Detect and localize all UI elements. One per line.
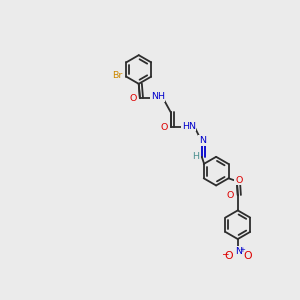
- Text: NH: NH: [151, 92, 165, 101]
- Text: H: H: [192, 152, 199, 161]
- Text: +: +: [239, 247, 245, 253]
- Text: O: O: [225, 251, 233, 261]
- Text: Br: Br: [112, 71, 123, 80]
- Text: O: O: [235, 176, 243, 184]
- Text: N: N: [199, 136, 206, 145]
- Text: O: O: [130, 94, 137, 103]
- Text: O: O: [227, 191, 234, 200]
- Text: N: N: [235, 247, 242, 256]
- Text: HN: HN: [182, 122, 196, 130]
- Text: O: O: [243, 251, 252, 261]
- Text: O: O: [161, 123, 168, 132]
- Text: −: −: [221, 250, 229, 259]
